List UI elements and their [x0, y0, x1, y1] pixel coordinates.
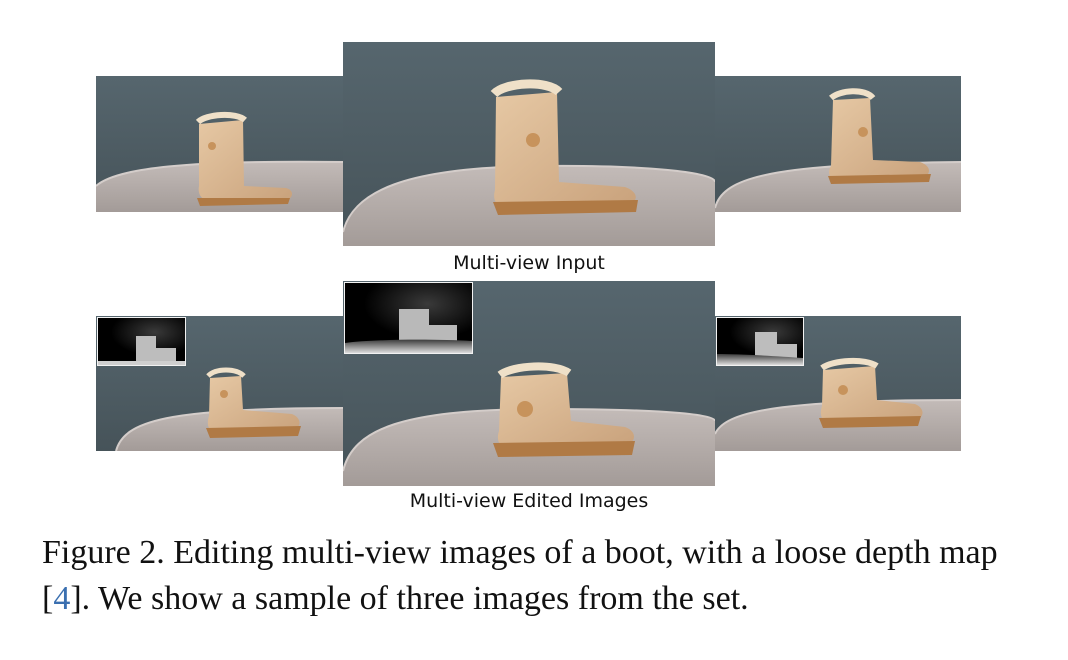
figure-caption: Figure 2. Editing multi-view images of a… — [42, 530, 1042, 622]
depth-map-inset-center — [344, 282, 473, 354]
figure-caption-suffix: ]. We show a sample of three images from… — [70, 580, 749, 617]
input-view-left — [96, 76, 344, 212]
figure-caption-prefix: Figure 2. Editing multi-view images of a… — [42, 534, 998, 617]
input-view-center — [343, 42, 715, 246]
input-view-right — [715, 76, 961, 212]
depth-map-inset-left — [97, 317, 186, 366]
depth-map-inset-right — [716, 317, 804, 366]
edited-view-left — [96, 316, 344, 451]
top-row-label: Multi-view Input — [453, 252, 605, 274]
citation-link[interactable]: 4 — [53, 580, 71, 617]
bottom-row-label: Multi-view Edited Images — [409, 490, 649, 512]
